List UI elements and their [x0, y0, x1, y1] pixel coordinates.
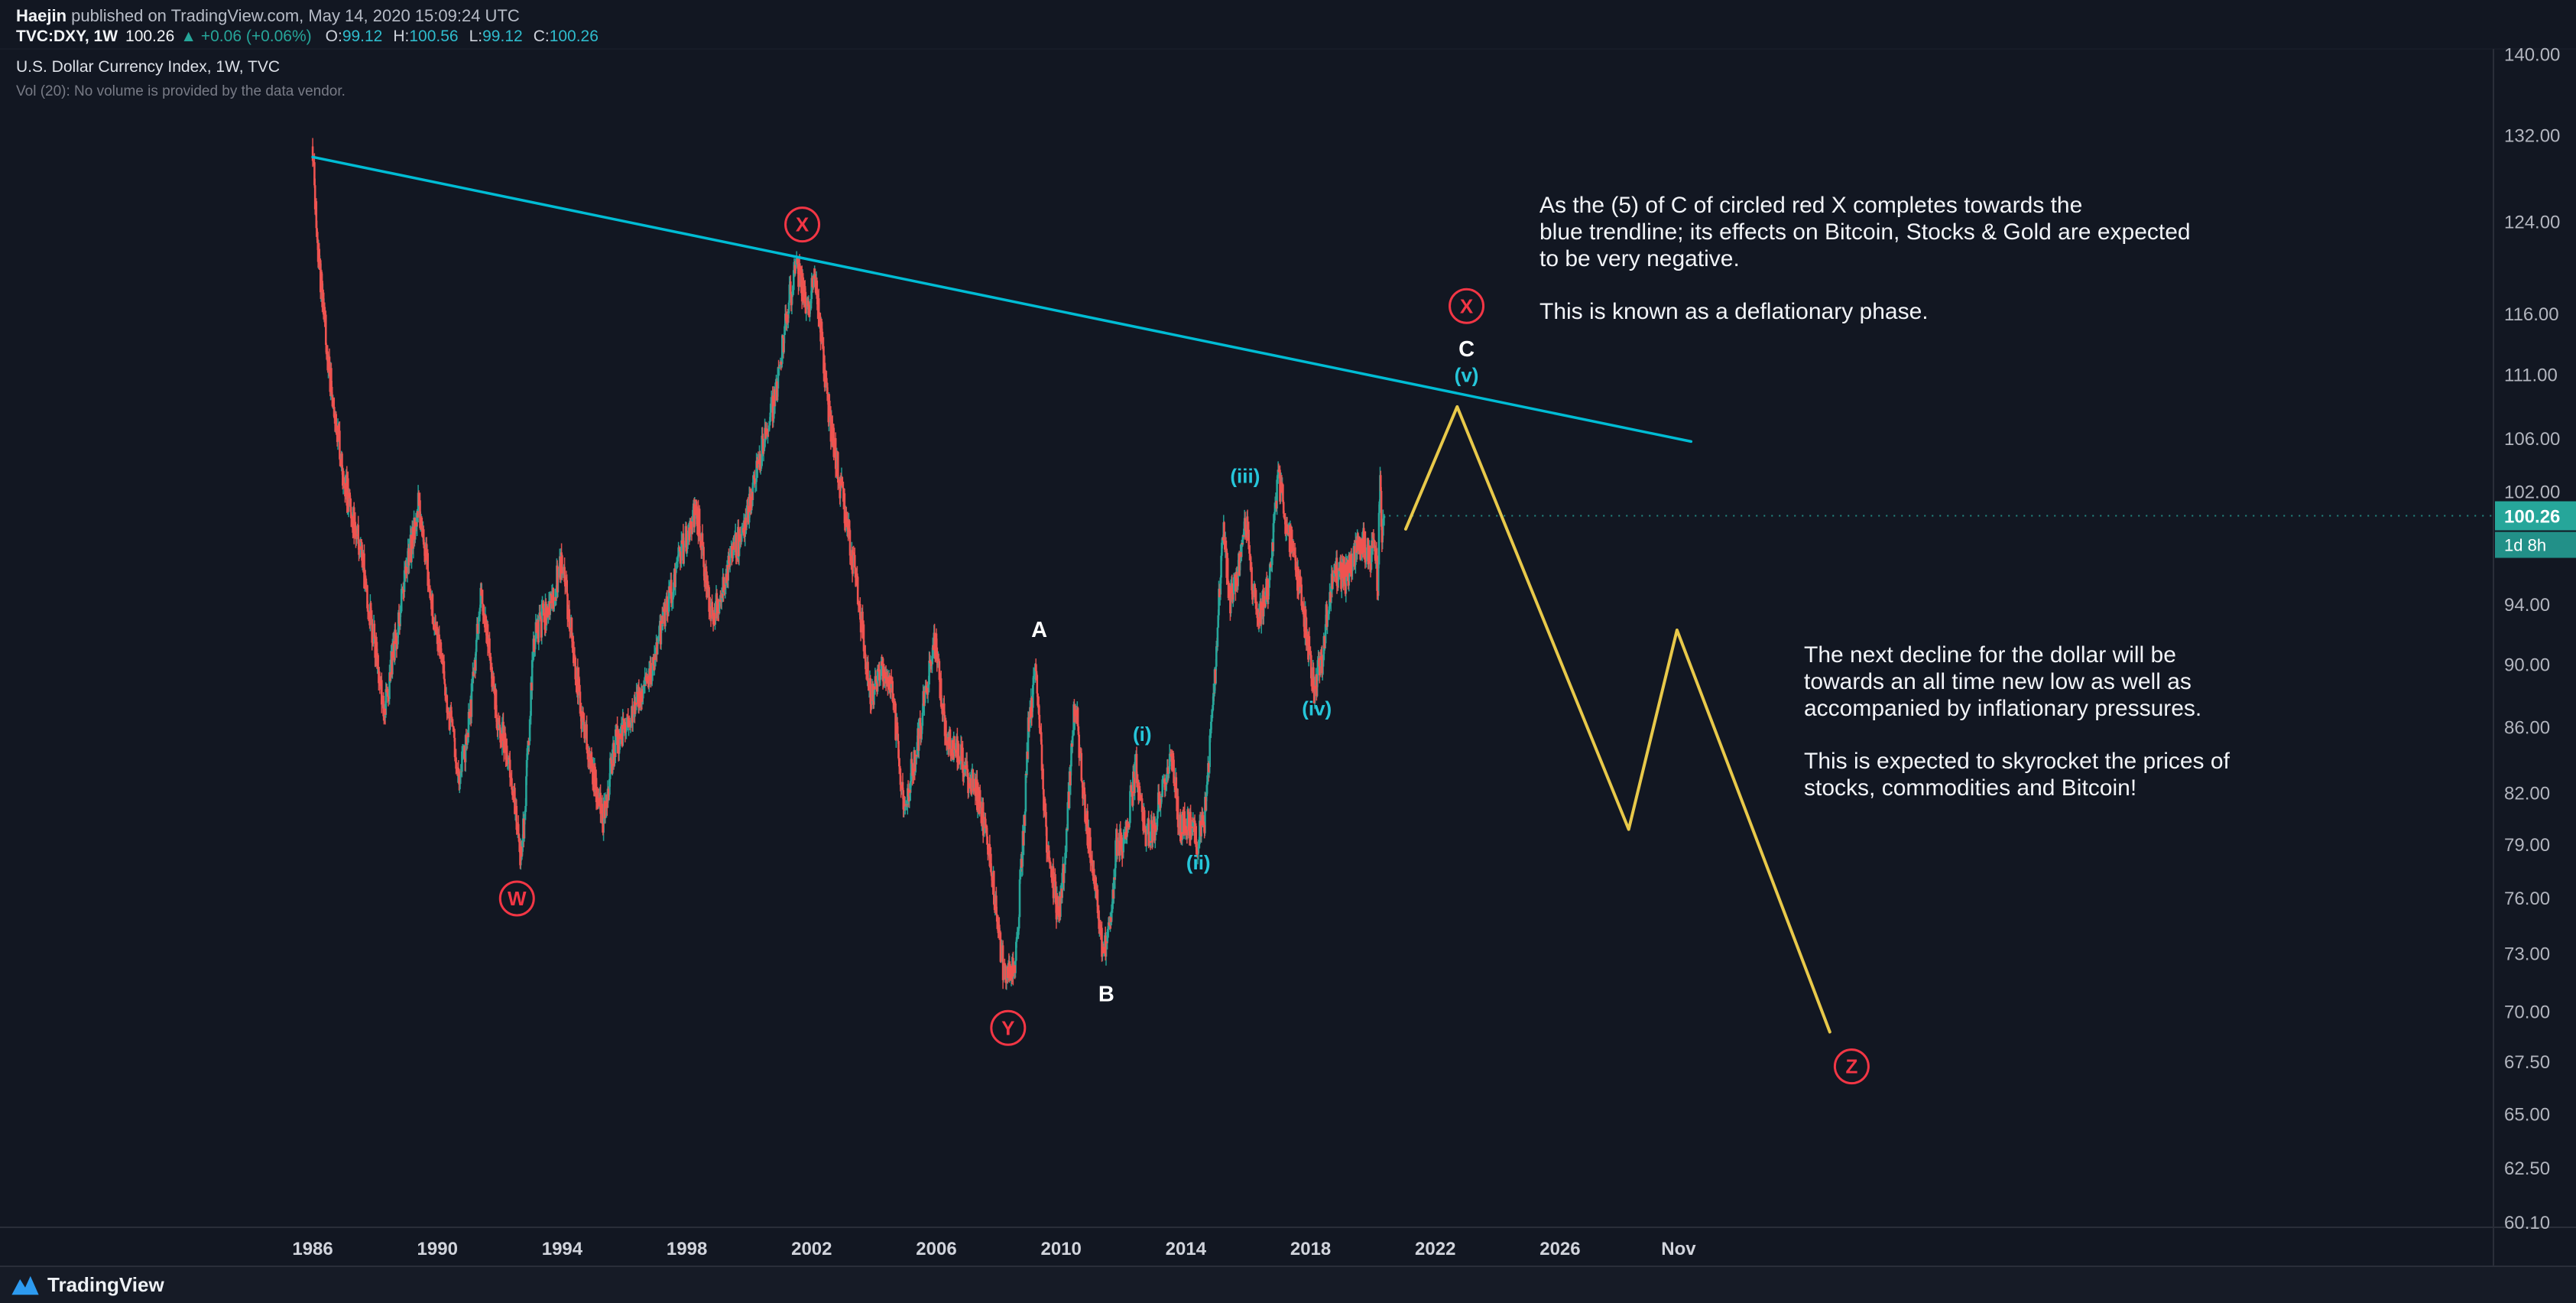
time-tick-label: Nov: [1661, 1239, 1696, 1259]
byline-text: published on TradingView.com, May 14, 20…: [67, 6, 520, 25]
price-tick-label: 76.00: [2504, 889, 2550, 909]
snapshot-header: Haejin published on TradingView.com, May…: [0, 0, 2576, 49]
ohlc-close-value: 100.26: [549, 28, 599, 45]
price-tick-label: 102.00: [2504, 482, 2560, 502]
price-change: ▲ +0.06 (+0.06%): [180, 28, 312, 45]
chart-legend: U.S. Dollar Currency Index, 1W, TVC Vol …: [16, 58, 346, 100]
wave-label[interactable]: (v): [1455, 364, 1479, 387]
wave-label[interactable]: C: [1458, 337, 1475, 362]
wave-label[interactable]: (i): [1133, 723, 1152, 746]
annotation-note-deflation: As the (5) of C of circled red X complet…: [1539, 193, 2191, 325]
price-tick-label: 94.00: [2504, 595, 2550, 616]
symbol-title: TVC:DXY, 1W: [16, 28, 118, 45]
wave-letter: Y: [1001, 1016, 1014, 1039]
price-tick-label: 73.00: [2504, 944, 2550, 965]
price-tick-label: 67.50: [2504, 1052, 2550, 1073]
wave-letter: X: [1460, 294, 1474, 317]
time-tick-label: 1998: [667, 1239, 707, 1259]
price-tick-label: 70.00: [2504, 1002, 2550, 1023]
projection-path[interactable]: [1404, 405, 1831, 1034]
price-tick-label: 79.00: [2504, 835, 2550, 856]
wave-label[interactable]: B: [1098, 982, 1114, 1006]
wave-letter: Z: [1845, 1055, 1857, 1078]
wave-circle-w[interactable]: [498, 880, 535, 917]
byline: Haejin published on TradingView.com, May…: [16, 6, 520, 26]
time-tick-label: 2006: [916, 1239, 956, 1259]
time-tick-label: 1994: [542, 1239, 583, 1259]
price-tick-label: 62.50: [2504, 1158, 2550, 1179]
time-tick-label: 2010: [1040, 1239, 1081, 1259]
time-tick-label: 1990: [417, 1239, 458, 1259]
price-tick-label: 140.00: [2504, 44, 2560, 65]
price-tick-label: 82.00: [2504, 784, 2550, 804]
wave-circle-z[interactable]: [1833, 1048, 1870, 1085]
candles: [311, 138, 1386, 990]
ohlc-high-label: H:: [393, 28, 410, 45]
last-price-badge: [2495, 501, 2576, 531]
ohlc-high: H:100.56: [393, 28, 458, 45]
price-tick-label: 132.00: [2504, 126, 2560, 147]
last-price-badge-text: 100.26: [2504, 507, 2560, 528]
price-tick-label: 65.00: [2504, 1104, 2550, 1125]
time-tick-label: 2014: [1166, 1239, 1207, 1259]
wave-circle-x[interactable]: [784, 206, 821, 243]
wave-label[interactable]: (ii): [1186, 851, 1211, 874]
wave-labels[interactable]: W X Y X Z A B C (i) (ii) (iii) (iv) (v): [498, 206, 1870, 1085]
time-tick-label: 2002: [791, 1239, 832, 1259]
price-tick-label: 116.00: [2504, 304, 2559, 325]
wave-circle-x[interactable]: [1449, 288, 1485, 324]
ohlc-close-label: C:: [533, 28, 550, 45]
price-tick-label: 111.00: [2504, 366, 2558, 386]
ohlc-low-value: 99.12: [482, 28, 523, 45]
ohlc-open: O:99.12: [326, 28, 383, 45]
price-tick-label: 124.00: [2504, 213, 2560, 233]
time-tick-label: 2022: [1415, 1239, 1455, 1259]
price-tick-label: 60.10: [2504, 1213, 2550, 1233]
volume-indicator-label[interactable]: Vol (20): No volume is provided by the d…: [16, 83, 346, 99]
chart-legend-title[interactable]: U.S. Dollar Currency Index, 1W, TVC: [16, 58, 281, 76]
tradingview-brand-label[interactable]: TradingView: [47, 1273, 164, 1296]
ohlc-open-label: O:: [325, 28, 342, 45]
wave-letter: W: [508, 887, 527, 910]
price-tick-label: 90.00: [2504, 655, 2550, 676]
bar-countdown-badge: [2495, 531, 2576, 558]
ohlc-high-value: 100.56: [409, 28, 459, 45]
ohlc-close: C:100.26: [534, 28, 599, 45]
tradingview-logo-icon[interactable]: [11, 1275, 40, 1296]
ohlc-low: L:99.12: [469, 28, 523, 45]
ohlc-low-label: L:: [469, 28, 483, 45]
price-tick-label: 86.00: [2504, 718, 2550, 739]
wave-label[interactable]: (iv): [1302, 697, 1332, 720]
symbol-info-bar: TVC:DXY, 1W 100.26 ▲ +0.06 (+0.06%) O:99.12…: [16, 28, 609, 46]
time-tick-label: 1986: [292, 1239, 333, 1259]
bar-countdown-text: 1d 8h: [2504, 536, 2546, 555]
annotation-note-inflation: The next decline for the dollar will be …: [1804, 642, 2230, 801]
wave-label[interactable]: (iii): [1230, 464, 1260, 487]
author-name: Haejin: [16, 6, 67, 25]
wave-label[interactable]: A: [1031, 618, 1047, 642]
price-axis[interactable]: 140.00 132.00 124.00 116.00 111.00 106.00 102.…: [2495, 44, 2576, 1233]
price-tick-label: 106.00: [2504, 429, 2560, 450]
last-price-value: 100.26: [125, 28, 175, 45]
trendline[interactable]: [311, 155, 1693, 444]
time-axis[interactable]: 1986 1990 1994 1998 2002 2006 2010 2014 2018 2022…: [292, 1239, 1696, 1259]
time-tick-label: 2026: [1539, 1239, 1580, 1259]
snapshot-footer: TradingView: [0, 1266, 2576, 1303]
time-tick-label: 2018: [1290, 1239, 1331, 1259]
wave-circle-y[interactable]: [990, 1009, 1027, 1046]
ohlc-open-value: 99.12: [342, 28, 383, 45]
wave-letter: X: [796, 213, 809, 236]
